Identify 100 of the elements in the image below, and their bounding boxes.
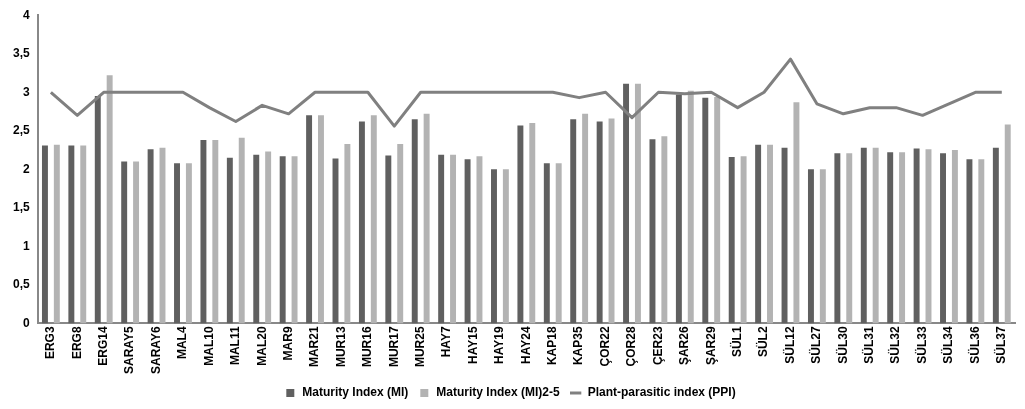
bar — [740, 156, 747, 324]
bar — [807, 169, 814, 324]
bar — [767, 144, 773, 324]
bar — [253, 154, 260, 324]
bar — [872, 147, 879, 324]
bar — [306, 115, 313, 324]
x-tick-label: MUR16 — [360, 326, 375, 368]
y-tick-label: 3 — [22, 84, 30, 99]
bar — [846, 153, 853, 324]
bar — [370, 115, 377, 324]
bar — [728, 156, 735, 324]
bar — [623, 83, 630, 324]
x-tick-label: SÜL32 — [887, 326, 903, 364]
bar — [634, 83, 641, 324]
bar — [966, 159, 973, 324]
x-tick-label: HAY15 — [465, 326, 480, 365]
bar — [174, 163, 180, 324]
bar — [423, 113, 430, 324]
bar — [940, 153, 946, 324]
bar — [978, 159, 985, 324]
y-tick-label: 1,5 — [12, 200, 30, 215]
bar — [649, 139, 656, 324]
bar — [661, 136, 668, 324]
bar — [596, 121, 603, 324]
bar — [397, 143, 404, 324]
bar — [291, 156, 298, 324]
x-tick-label: ŞAR29 — [703, 326, 718, 366]
bar — [860, 147, 867, 324]
x-tick-label: ERG3 — [43, 326, 58, 360]
x-tick-label: SÜL2 — [755, 326, 771, 358]
bar — [543, 163, 550, 324]
x-tick-label: MAL10 — [201, 326, 216, 366]
x-tick-label: SÜL33 — [913, 326, 929, 364]
bar — [438, 154, 445, 324]
bar — [755, 144, 762, 324]
x-tick-label: SÜL30 — [834, 326, 850, 364]
y-tick-label: 3,5 — [12, 46, 30, 61]
bar — [529, 123, 536, 324]
x-tick-label: ŞAR26 — [677, 326, 692, 366]
x-tick-label: MAL11 — [228, 326, 243, 366]
bar — [834, 153, 841, 324]
bar — [887, 152, 894, 324]
y-tick-label: 4 — [22, 7, 30, 22]
bar — [121, 161, 128, 324]
bar — [358, 121, 365, 324]
bar — [781, 147, 788, 324]
x-tick-label: SÜL31 — [861, 326, 877, 364]
x-tick-label: SÜL34 — [940, 326, 956, 364]
y-tick-label: 1 — [22, 238, 30, 253]
y-tick-label: 0,5 — [12, 277, 30, 292]
bar — [53, 144, 60, 324]
bar — [687, 90, 694, 324]
bar — [502, 169, 509, 324]
bar — [133, 161, 140, 324]
bar — [793, 102, 800, 324]
x-tick-label: HAY7 — [439, 326, 454, 358]
x-tick-label: SARAY5 — [122, 326, 137, 374]
bar — [265, 151, 272, 324]
bar — [279, 156, 286, 324]
bar — [517, 125, 524, 324]
bar — [476, 156, 483, 324]
x-tick-label: KAP35 — [571, 326, 586, 366]
y-tick-label: 2 — [22, 161, 30, 176]
y-tick-label: 0 — [22, 315, 30, 330]
bar — [106, 75, 113, 324]
bar — [555, 163, 562, 324]
x-tick-label: ÇOR22 — [597, 326, 612, 367]
bar — [714, 96, 721, 324]
x-tick-label: SARAY6 — [148, 326, 163, 374]
x-tick-label: SÜL37 — [993, 326, 1009, 364]
bar — [212, 140, 219, 324]
x-tick-label: KAP18 — [545, 326, 560, 366]
bar — [226, 157, 233, 324]
x-tick-label: HAY19 — [492, 326, 507, 365]
x-tick-label: MUR25 — [413, 326, 427, 368]
bar — [185, 163, 192, 324]
x-tick-label: HAY24 — [518, 326, 533, 365]
bar — [992, 147, 999, 324]
bar — [147, 149, 154, 324]
x-tick-label: ÇER23 — [650, 326, 665, 366]
bar — [675, 94, 682, 324]
x-tick-label: MUR13 — [333, 326, 348, 368]
y-tick-label: 2,5 — [12, 123, 30, 138]
bar — [344, 143, 351, 324]
bar — [41, 145, 48, 324]
bar — [702, 97, 709, 324]
bar — [491, 169, 497, 324]
bar — [582, 113, 589, 324]
x-tick-label: ERG8 — [69, 326, 84, 360]
bar — [450, 154, 457, 324]
bar — [94, 96, 101, 324]
bar — [913, 148, 920, 324]
x-tick-label: SÜL12 — [781, 326, 797, 364]
bar — [951, 150, 958, 324]
x-tick-label: SÜL36 — [966, 326, 982, 364]
x-tick-label: SÜL27 — [808, 326, 824, 364]
x-tick-label: MAL4 — [175, 326, 190, 360]
bar — [200, 140, 207, 324]
legend-label: Maturity Index (MI)2-5 — [436, 385, 560, 400]
bar — [411, 119, 418, 324]
